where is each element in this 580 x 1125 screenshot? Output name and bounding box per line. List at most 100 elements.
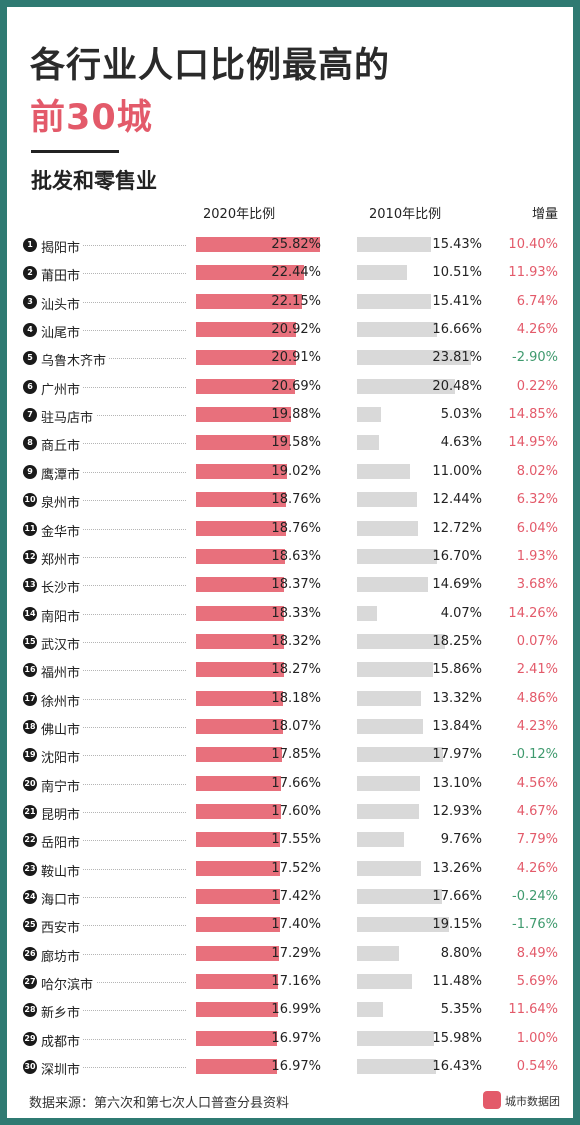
value-2010: 5.35%	[440, 1002, 482, 1018]
value-2020: 20.69%	[271, 378, 321, 394]
city-name: 岳阳市	[41, 832, 84, 852]
city-name: 长沙市	[41, 577, 84, 597]
city-name: 沈阳市	[41, 747, 84, 767]
leader-dots	[41, 528, 186, 530]
increase-value: -1.76%	[512, 917, 558, 933]
column-header-2020: 2020年比例	[203, 207, 276, 222]
increase-value: 3.68%	[516, 577, 558, 593]
bar-2020	[196, 662, 284, 678]
leader-dots	[41, 641, 186, 643]
value-2020: 18.76%	[271, 520, 321, 536]
city-name: 成都市	[41, 1030, 84, 1050]
leader-dots	[41, 273, 186, 275]
leader-dots	[41, 897, 186, 899]
rank-badge: 28	[23, 1003, 37, 1018]
city-name: 武汉市	[41, 633, 84, 653]
bar-2020	[196, 718, 283, 734]
value-2010: 15.86%	[432, 662, 482, 678]
leader-dots	[41, 613, 186, 615]
bar-2010	[357, 917, 449, 933]
rank-badge: 6	[23, 379, 37, 394]
rank-badge: 7	[23, 408, 37, 423]
increase-value: 5.69%	[516, 974, 558, 990]
bar-2020	[196, 747, 282, 763]
rank-badge: 30	[23, 1060, 37, 1075]
table-row: 1 揭阳市 25.82% 15.43% 10.40%	[7, 231, 573, 259]
increase-value: 4.86%	[516, 690, 558, 706]
bar-2010	[357, 435, 380, 451]
value-2020: 20.91%	[271, 350, 321, 366]
value-2010: 8.80%	[440, 945, 482, 961]
leader-dots	[41, 812, 186, 813]
city-name: 鹰潭市	[41, 463, 84, 483]
value-2010: 12.72%	[432, 520, 482, 536]
leader-dots	[41, 982, 186, 984]
value-2020: 22.44%	[271, 265, 321, 281]
leader-dots	[41, 471, 186, 473]
value-2020: 17.42%	[271, 889, 321, 905]
value-2010: 13.10%	[432, 775, 482, 791]
bar-2020	[196, 690, 284, 706]
table-row: 26 廊坊市 17.29% 8.80% 8.49%	[7, 940, 573, 968]
leader-dots	[41, 386, 186, 388]
value-2010: 4.63%	[440, 435, 482, 451]
value-2010: 23.81%	[432, 350, 482, 366]
column-header-2010: 2010年比例	[369, 207, 442, 222]
leader-dots	[41, 358, 186, 360]
increase-value: -2.90%	[512, 350, 558, 366]
value-2010: 4.07%	[440, 605, 482, 621]
bar-2010	[357, 463, 410, 479]
table-row: 21 昆明市 17.60% 12.93% 4.67%	[7, 798, 573, 826]
value-2010: 11.48%	[432, 974, 482, 990]
brand-logo-icon	[483, 1091, 501, 1109]
bar-2010	[357, 1030, 434, 1046]
value-2020: 22.15%	[271, 293, 321, 309]
bar-2020	[196, 293, 303, 309]
bar-2010	[357, 662, 434, 678]
value-2010: 17.66%	[432, 889, 482, 905]
city-name: 南宁市	[41, 775, 84, 795]
data-source: 数据来源：第六次和第七次人口普查分县资料	[29, 1096, 290, 1111]
bar-2020	[196, 889, 280, 905]
city-name: 深圳市	[41, 1059, 84, 1079]
value-2020: 16.97%	[271, 1030, 321, 1046]
table-row: 20 南宁市 17.66% 13.10% 4.56%	[7, 770, 573, 798]
increase-value: 0.22%	[516, 378, 558, 394]
rank-badge: 13	[23, 578, 37, 593]
value-2010: 12.44%	[432, 492, 482, 508]
value-2020: 17.85%	[271, 747, 321, 763]
value-2010: 17.97%	[432, 747, 482, 763]
city-name: 海口市	[41, 889, 84, 909]
value-2020: 17.60%	[271, 804, 321, 819]
rank-badge: 16	[23, 663, 37, 678]
increase-value: 14.95%	[508, 435, 558, 451]
table-row: 4 汕尾市 20.92% 16.66% 4.26%	[7, 316, 573, 344]
value-2010: 15.98%	[432, 1030, 482, 1046]
rank-badge: 2	[23, 266, 37, 281]
bar-2020	[196, 945, 280, 961]
value-2010: 10.51%	[432, 265, 482, 281]
increase-value: 4.56%	[516, 775, 558, 791]
value-2020: 16.97%	[271, 1059, 321, 1075]
table-row: 5 乌鲁木齐市 20.91% 23.81% -2.90%	[7, 344, 573, 372]
bar-2020	[196, 577, 285, 593]
value-2010: 16.66%	[432, 322, 482, 338]
increase-value: 11.93%	[508, 265, 558, 281]
leader-dots	[41, 301, 186, 303]
bar-2010	[357, 889, 442, 905]
rank-badge: 18	[23, 719, 37, 734]
rank-badge: 12	[23, 549, 37, 564]
leader-dots	[41, 868, 186, 870]
rank-badge: 22	[23, 833, 37, 848]
bar-2010	[357, 832, 404, 848]
bar-2020	[196, 1002, 278, 1018]
leader-dots	[41, 330, 186, 332]
table-row: 2 莆田市 22.44% 10.51% 11.93%	[7, 259, 573, 287]
leader-dots	[41, 1010, 186, 1012]
increase-value: 8.02%	[516, 463, 558, 479]
value-2010: 15.41%	[432, 293, 482, 309]
rank-badge: 9	[23, 464, 37, 479]
value-2020: 17.55%	[271, 832, 321, 848]
city-name: 莆田市	[41, 265, 84, 285]
increase-value: 6.04%	[516, 520, 558, 536]
